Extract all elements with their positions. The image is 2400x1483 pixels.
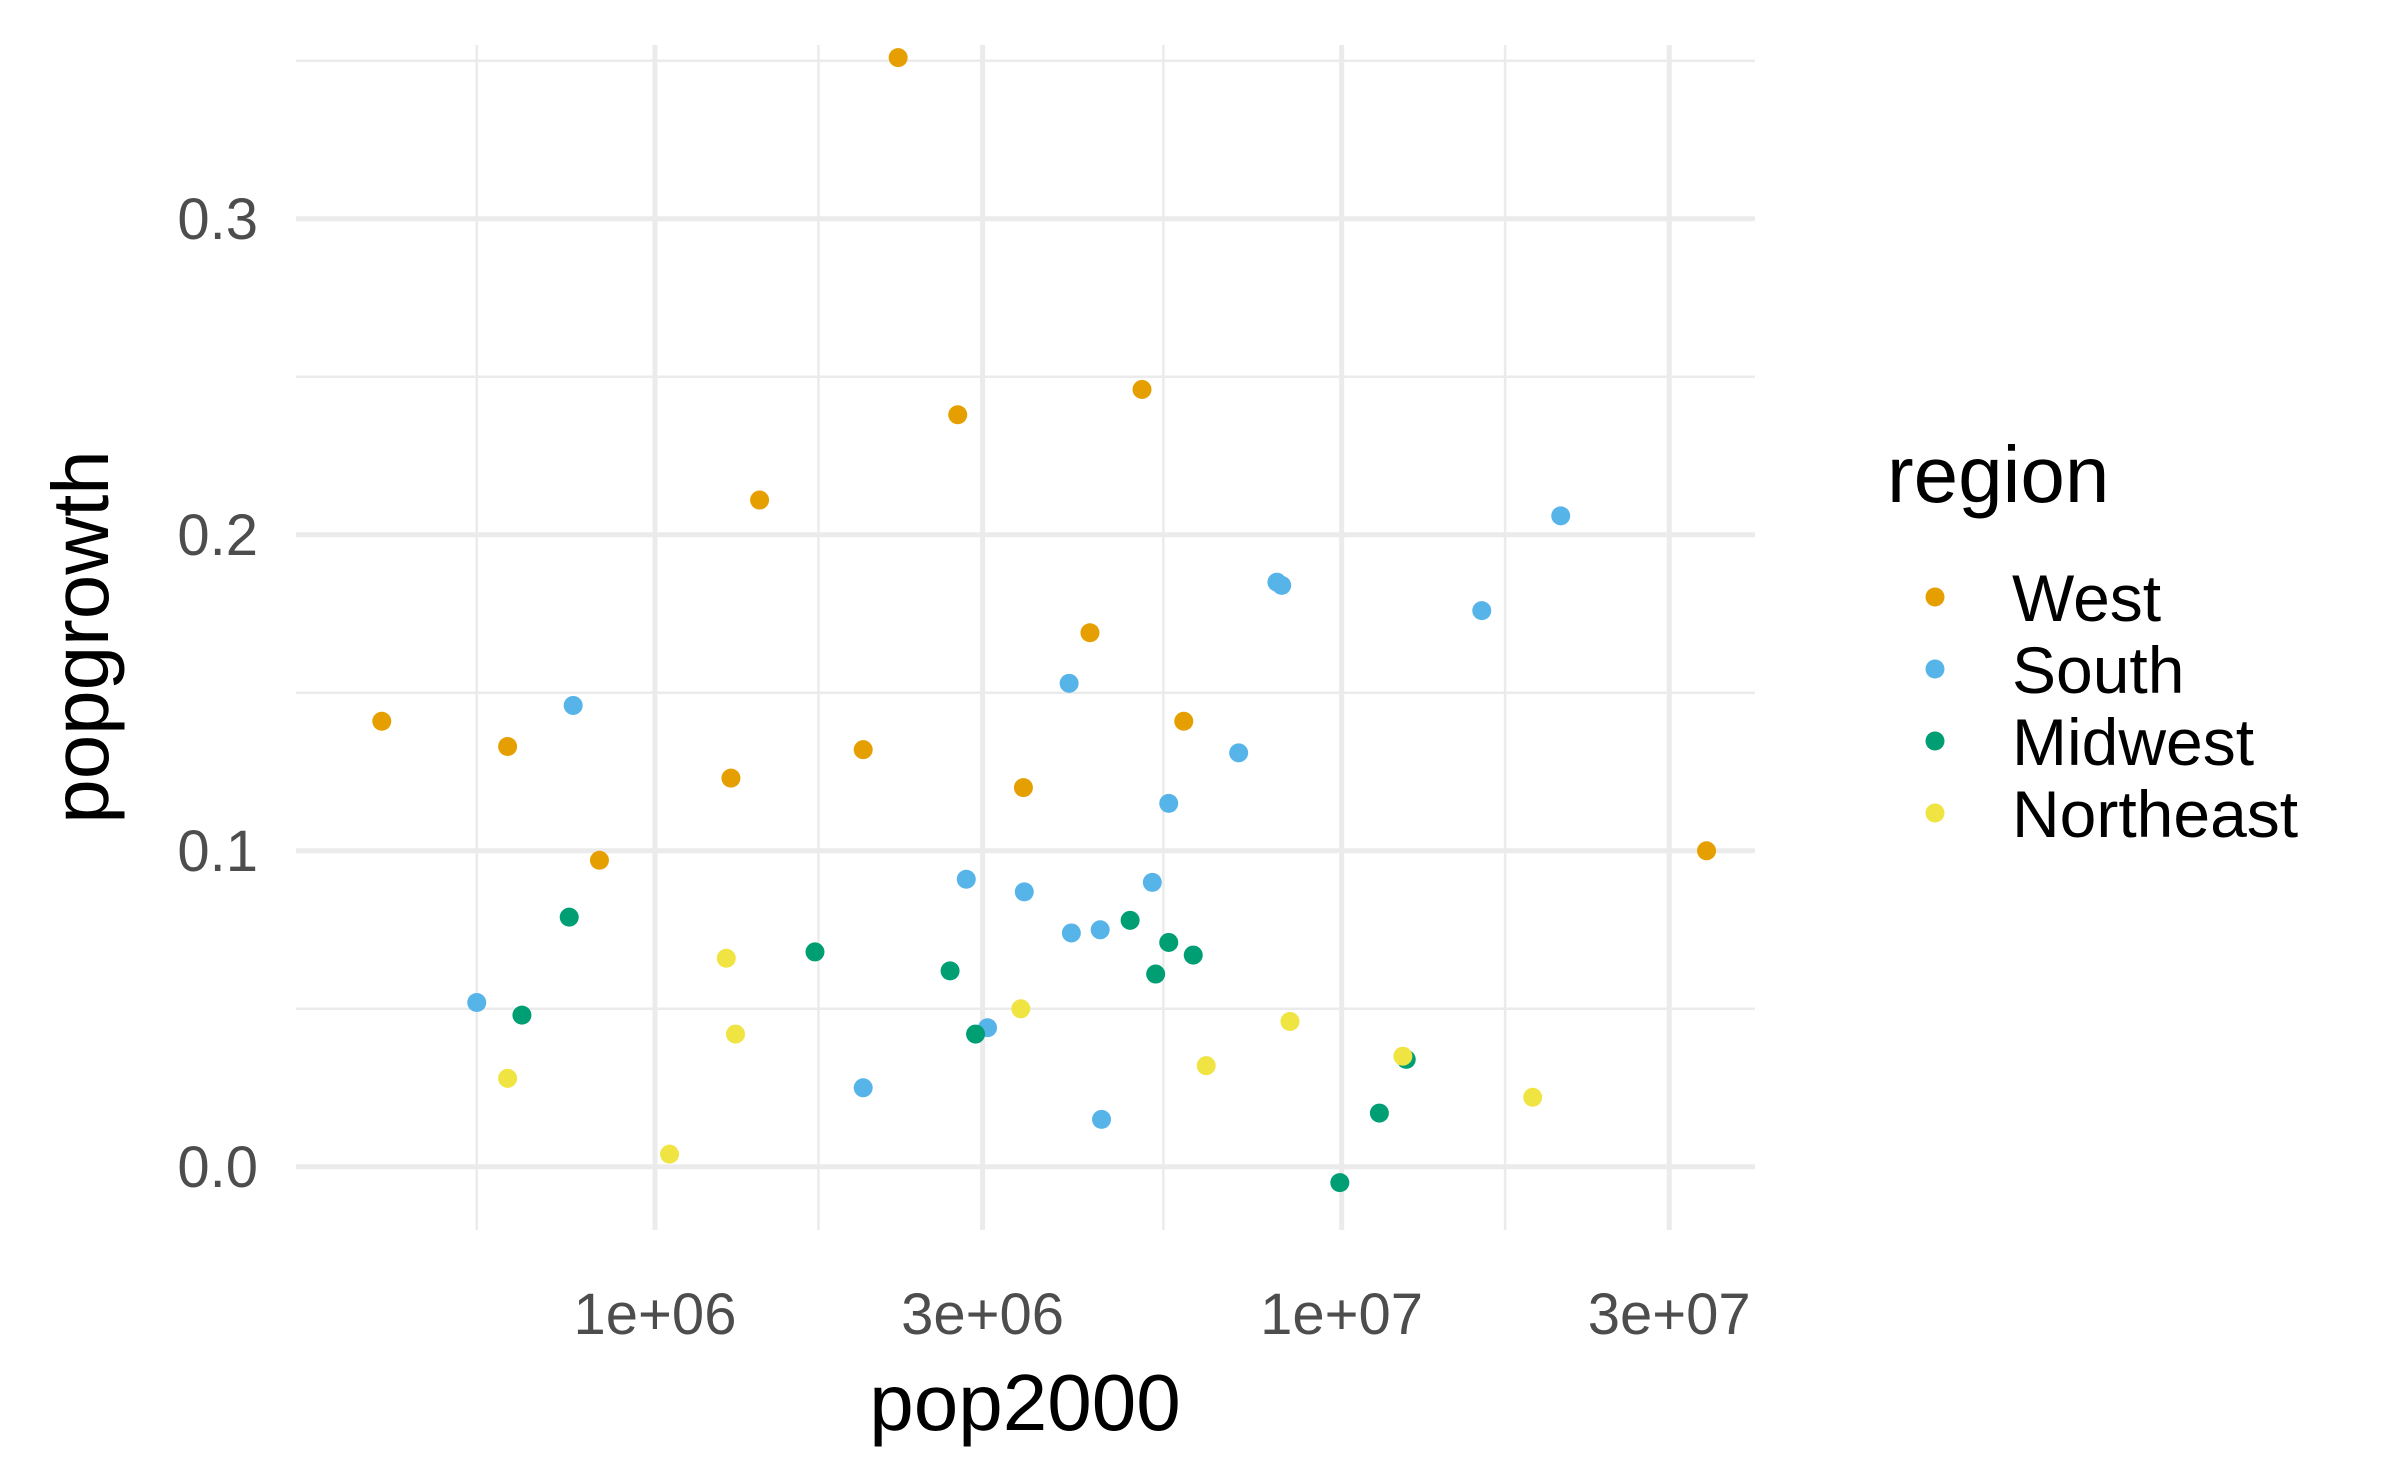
legend-key xyxy=(1925,731,1945,751)
x-tick-label: 1e+07 xyxy=(1260,1282,1423,1347)
data-point xyxy=(1272,575,1292,595)
legend-label: Midwest xyxy=(2012,705,2254,779)
y-tick-label: 0.1 xyxy=(177,819,258,884)
data-point xyxy=(1393,1046,1413,1066)
data-point xyxy=(1472,601,1492,621)
data-point xyxy=(726,1024,746,1044)
y-axis-title: popgrowth xyxy=(36,450,125,824)
x-tick-label: 3e+07 xyxy=(1588,1282,1751,1347)
data-point xyxy=(956,869,976,889)
data-points xyxy=(372,48,1717,1193)
data-point xyxy=(1014,882,1034,902)
data-point xyxy=(467,992,487,1012)
data-point xyxy=(1132,379,1152,399)
legend-key xyxy=(1925,803,1945,823)
data-point xyxy=(1183,945,1203,965)
series-south xyxy=(467,506,1571,1129)
data-point xyxy=(1551,506,1571,526)
data-point xyxy=(1090,920,1110,940)
data-point xyxy=(660,1144,680,1164)
data-point xyxy=(1523,1087,1543,1107)
data-point xyxy=(948,405,968,425)
data-point xyxy=(853,740,873,760)
data-point xyxy=(1061,923,1081,943)
y-tick-label: 0.2 xyxy=(177,503,258,568)
legend-title: region xyxy=(1887,430,2109,519)
legend-item-midwest: Midwest xyxy=(1925,705,2254,779)
series-northeast xyxy=(498,948,1543,1164)
x-tick-label: 3e+06 xyxy=(901,1282,1064,1347)
x-tick-label: 1e+06 xyxy=(574,1282,737,1347)
data-point xyxy=(721,768,741,788)
data-point xyxy=(1229,743,1249,763)
data-point xyxy=(805,942,825,962)
data-point xyxy=(498,1068,518,1088)
data-point xyxy=(1092,1109,1112,1129)
data-point xyxy=(966,1024,986,1044)
data-point xyxy=(372,711,392,731)
data-point xyxy=(1697,841,1717,861)
data-point xyxy=(1013,778,1033,798)
legend-key xyxy=(1925,659,1945,679)
grid xyxy=(296,45,1755,1230)
data-point xyxy=(498,737,518,757)
legend-label: South xyxy=(2012,633,2184,707)
legend-item-west: West xyxy=(1925,561,2161,635)
legend-label: Northeast xyxy=(2012,777,2298,851)
data-point xyxy=(1280,1011,1300,1031)
data-point xyxy=(563,695,583,715)
data-point xyxy=(888,48,908,68)
data-point xyxy=(559,907,579,927)
legend-key xyxy=(1925,587,1945,607)
data-point xyxy=(1159,793,1179,813)
data-point xyxy=(512,1005,532,1025)
legend-label: West xyxy=(2012,561,2161,635)
data-point xyxy=(1080,623,1100,643)
data-point xyxy=(1369,1103,1389,1123)
data-point xyxy=(1159,932,1179,952)
data-point xyxy=(1196,1056,1216,1076)
data-point xyxy=(750,490,770,510)
data-point xyxy=(1146,964,1166,984)
data-point xyxy=(589,850,609,870)
legend-item-south: South xyxy=(1925,633,2184,707)
series-west xyxy=(372,48,1717,870)
data-point xyxy=(1330,1173,1350,1193)
x-axis-ticks: 1e+06 3e+06 1e+07 3e+07 xyxy=(574,1282,1751,1347)
y-tick-label: 0.0 xyxy=(177,1135,258,1200)
data-point xyxy=(1059,673,1079,693)
data-point xyxy=(1120,910,1140,930)
series-midwest xyxy=(512,907,1416,1193)
x-axis-title: pop2000 xyxy=(869,1358,1180,1447)
data-point xyxy=(716,948,736,968)
legend-item-northeast: Northeast xyxy=(1925,777,2298,851)
y-tick-label: 0.3 xyxy=(177,187,258,252)
data-point xyxy=(1011,999,1031,1019)
data-point xyxy=(1142,872,1162,892)
data-point xyxy=(940,961,960,981)
data-point xyxy=(853,1078,873,1098)
y-axis-ticks: 0.0 0.1 0.2 0.3 xyxy=(177,187,258,1200)
data-point xyxy=(1174,711,1194,731)
